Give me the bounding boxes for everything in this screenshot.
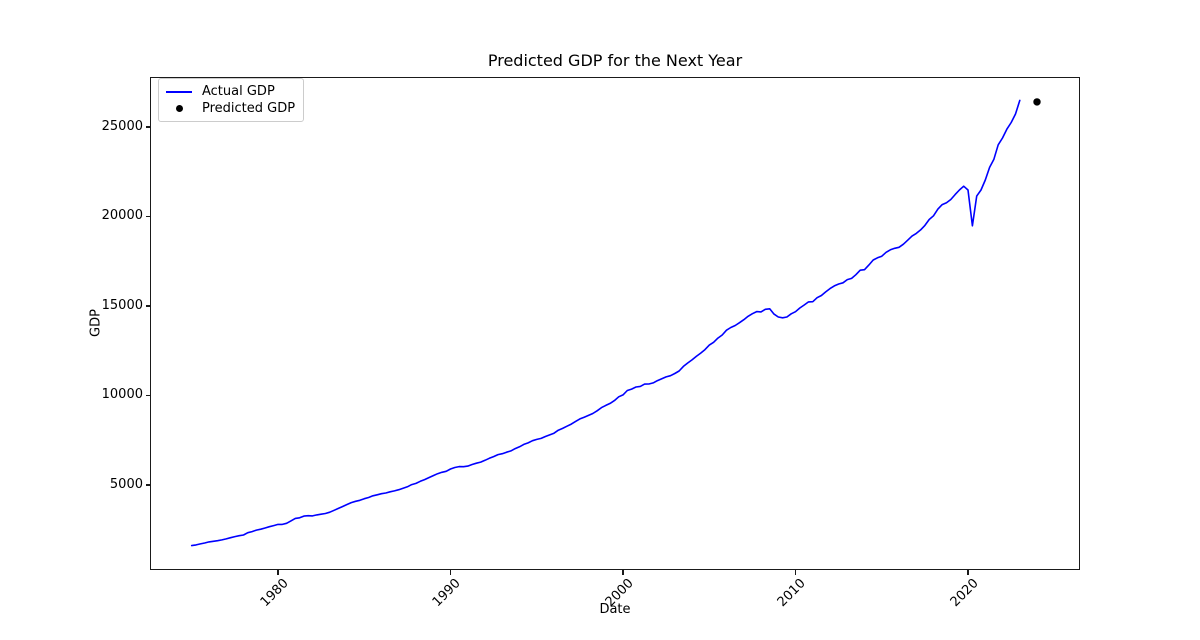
legend: Actual GDP Predicted GDP: [158, 78, 305, 122]
predicted-gdp-point: [1033, 98, 1041, 106]
x-tick-mark: [794, 570, 797, 575]
x-tick-mark: [967, 570, 969, 575]
legend-item-predicted-gdp: Predicted GDP: [166, 100, 295, 117]
y-tick-label: 20000: [101, 208, 143, 224]
y-tick-mark: [145, 126, 150, 128]
x-tick-mark: [277, 570, 279, 575]
y-tick-label: 25000: [101, 118, 143, 134]
y-tick-mark: [145, 305, 150, 307]
x-axis-label: Date: [599, 602, 631, 617]
legend-handle: [166, 90, 192, 93]
y-tick-label: 15000: [101, 297, 143, 313]
y-tick-mark: [145, 394, 150, 397]
actual-gdp-line: [190, 99, 1021, 547]
chart-title: Predicted GDP for the Next Year: [487, 51, 743, 70]
legend-label-actual-gdp: Actual GDP: [202, 84, 275, 99]
line-sample-icon: [166, 90, 192, 93]
x-tick-mark: [622, 570, 624, 575]
x-tick-mark: [449, 570, 452, 575]
legend-handle: [166, 105, 192, 112]
y-tick-label: 10000: [101, 387, 143, 403]
plot-area: [150, 77, 1080, 570]
y-tick-mark: [145, 484, 150, 486]
y-tick-mark: [145, 215, 150, 218]
y-tick-label: 5000: [109, 476, 143, 492]
legend-label-predicted-gdp: Predicted GDP: [202, 101, 296, 116]
legend-item-actual-gdp: Actual GDP: [166, 83, 295, 100]
dot-sample-icon: [175, 105, 183, 112]
y-axis-label: GDP: [88, 309, 104, 337]
